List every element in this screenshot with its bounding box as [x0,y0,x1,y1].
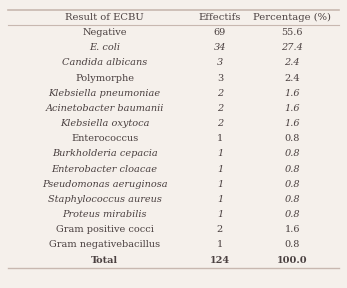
Text: 1: 1 [217,134,223,143]
Text: Total: Total [91,255,118,265]
Text: Gram negativebacillus: Gram negativebacillus [49,240,160,249]
Text: Proteus mirabilis: Proteus mirabilis [62,210,147,219]
Text: 0.8: 0.8 [285,134,300,143]
Text: 34: 34 [214,43,226,52]
Text: 100.0: 100.0 [277,255,307,265]
Text: 0.8: 0.8 [285,195,300,204]
Text: 3: 3 [217,74,223,83]
Text: Klebsiella oxytoca: Klebsiella oxytoca [60,119,150,128]
Text: Enterobacter cloacae: Enterobacter cloacae [52,165,158,174]
Text: 2: 2 [217,225,223,234]
Text: 69: 69 [214,28,226,37]
Text: 2: 2 [217,104,223,113]
Text: 3: 3 [217,58,223,67]
Text: 1: 1 [217,240,223,249]
Text: 0.8: 0.8 [285,240,300,249]
Text: Acinetobacter baumanii: Acinetobacter baumanii [45,104,164,113]
Text: 55.6: 55.6 [281,28,303,37]
Text: 1.6: 1.6 [285,104,300,113]
Text: 1: 1 [217,149,223,158]
Text: 2.4: 2.4 [285,74,300,83]
Text: Candida albicans: Candida albicans [62,58,147,67]
Text: 1: 1 [217,210,223,219]
Text: Negative: Negative [82,28,127,37]
Text: Burkholderia cepacia: Burkholderia cepacia [52,149,158,158]
Text: 1: 1 [217,180,223,189]
Text: Effectifs: Effectifs [199,13,241,22]
Text: Enterococcus: Enterococcus [71,134,138,143]
Text: 1: 1 [217,195,223,204]
Text: Staphylococcus aureus: Staphylococcus aureus [48,195,162,204]
Text: Pseudomonas aeruginosa: Pseudomonas aeruginosa [42,180,168,189]
Text: Polymorphe: Polymorphe [75,74,134,83]
Text: E. coli: E. coli [89,43,120,52]
Text: 1: 1 [217,165,223,174]
Text: 2: 2 [217,119,223,128]
Text: 0.8: 0.8 [285,180,300,189]
Text: 0.8: 0.8 [285,210,300,219]
Text: Result of ECBU: Result of ECBU [65,13,144,22]
Text: 2: 2 [217,89,223,98]
Text: 27.4: 27.4 [281,43,303,52]
Text: Percentage (%): Percentage (%) [253,13,331,22]
Text: 124: 124 [210,255,230,265]
Text: 1.6: 1.6 [285,89,300,98]
Text: Klebsiella pneumoniae: Klebsiella pneumoniae [49,89,161,98]
Text: 1.6: 1.6 [285,119,300,128]
Text: Gram positive cocci: Gram positive cocci [56,225,154,234]
Text: 2.4: 2.4 [285,58,300,67]
Text: 0.8: 0.8 [285,165,300,174]
Text: 0.8: 0.8 [285,149,300,158]
Text: 1.6: 1.6 [285,225,300,234]
